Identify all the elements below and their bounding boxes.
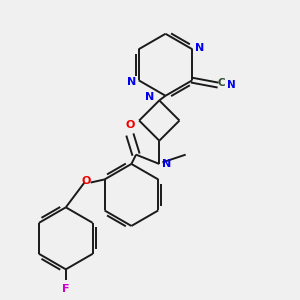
Text: N: N — [146, 92, 154, 102]
Text: N: N — [194, 43, 204, 53]
Text: N: N — [162, 159, 172, 169]
Text: O: O — [125, 120, 134, 130]
Text: O: O — [81, 176, 91, 186]
Text: N: N — [227, 80, 236, 90]
Text: C: C — [218, 78, 226, 88]
Text: F: F — [62, 284, 70, 295]
Text: N: N — [127, 77, 136, 87]
